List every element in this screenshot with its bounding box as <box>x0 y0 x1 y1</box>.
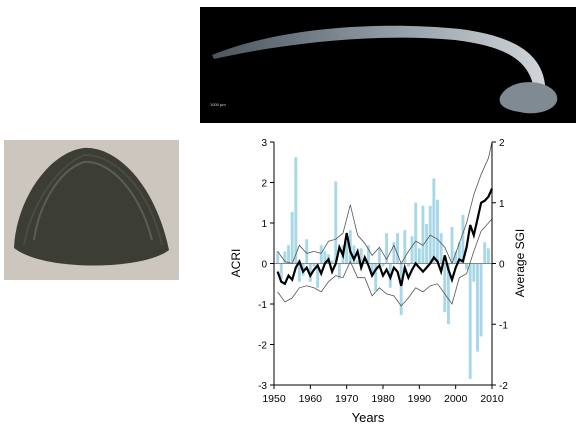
sgi-bar <box>410 236 414 264</box>
acri-mean-line <box>276 188 494 287</box>
sgi-bar <box>479 263 483 337</box>
sgi-bar <box>308 263 312 282</box>
y-right-tick-label: -2 <box>499 381 508 392</box>
sgi-bar <box>396 233 399 264</box>
sgi-bar <box>290 211 294 264</box>
shell-section-photo: 1000 µm <box>200 7 576 123</box>
sgi-bar <box>297 263 301 282</box>
sgi-bar <box>337 263 341 279</box>
sgi-bar <box>312 263 316 267</box>
y-left-tick-label: -1 <box>258 300 267 311</box>
sgi-bar <box>330 260 334 264</box>
acri-upper-line <box>277 141 493 265</box>
y-left-tick-label: 1 <box>261 219 267 230</box>
y-right-tick-label: 0 <box>499 260 505 271</box>
clam-shell-photo <box>4 140 179 280</box>
sgi-bar <box>436 199 439 264</box>
x-tick-label: 1960 <box>299 393 323 405</box>
sgi-bar <box>283 251 287 264</box>
sgi-bar <box>385 233 389 264</box>
acri-sgi-chart: -3 -2 -1 0 1 2 3 -2 -1 0 1 2 1950 1960 1970 1980 1990 200… <box>229 138 527 425</box>
sgi-bar <box>356 260 360 264</box>
x-tick-label: 1980 <box>371 393 395 405</box>
sgi-bar <box>414 202 418 264</box>
sgi-bar <box>316 263 320 288</box>
sgi-bar <box>392 242 396 264</box>
y-axis-left-label: ACRI <box>229 249 243 278</box>
y-right-tick-label: -1 <box>499 320 508 331</box>
sgi-bar <box>323 251 327 264</box>
sgi-bar <box>359 248 363 264</box>
x-tick-label: 2000 <box>444 393 468 405</box>
y-right-tick-label: 2 <box>499 138 505 149</box>
sgi-bar <box>367 245 370 264</box>
sgi-bar <box>446 263 450 325</box>
x-tick-label: 2010 <box>480 393 504 405</box>
clam-shell-image <box>4 140 179 280</box>
sgi-bar <box>334 181 338 264</box>
scale-bar-label: 1000 µm <box>210 102 226 107</box>
sgi-bar <box>465 263 469 270</box>
sgi-bar <box>432 178 436 264</box>
sgi-bar <box>403 230 407 264</box>
sgi-bar <box>425 224 429 264</box>
sgi-bar <box>476 263 479 352</box>
x-tick-label: 1970 <box>335 393 359 405</box>
sgi-bar <box>472 263 476 282</box>
x-tick-label: 1950 <box>262 393 286 405</box>
sgi-bar <box>287 245 290 264</box>
sgi-bar <box>377 248 381 264</box>
sgi-bar <box>279 263 283 279</box>
y-left-tick-label: 3 <box>261 138 267 149</box>
x-tick-label: 1990 <box>408 393 432 405</box>
shell-section-image <box>212 25 558 114</box>
plot-area: -3 -2 -1 0 1 2 3 -2 -1 0 1 2 1950 1960 1970 1980 1990 200… <box>258 138 508 405</box>
y-left-tick-label: 0 <box>261 260 267 271</box>
sgi-bar <box>399 263 403 316</box>
sgi-bar <box>276 251 280 264</box>
sgi-bar <box>461 214 465 264</box>
sgi-bar <box>486 248 490 264</box>
y-right-tick-label: 1 <box>499 199 505 210</box>
sgi-bar <box>417 248 421 264</box>
y-left-tick-label: 2 <box>261 179 267 190</box>
sgi-bar <box>468 263 472 379</box>
sgi-bar <box>443 263 447 313</box>
sgi-bar <box>305 239 309 264</box>
sgi-bar <box>345 242 349 264</box>
sgi-bar <box>294 157 298 264</box>
y-left-tick-label: -2 <box>258 341 267 352</box>
y-axis-right-label: Average SGI <box>513 229 527 297</box>
sgi-bar <box>483 242 487 264</box>
sgi-bar <box>363 260 367 264</box>
sgi-bar <box>319 245 323 264</box>
sgi-bar <box>428 205 432 264</box>
sgi-bar <box>450 227 454 264</box>
sgi-bar <box>374 263 378 291</box>
sgi-bar <box>406 263 410 267</box>
sgi-bar <box>421 205 425 264</box>
y-left-tick-label: -3 <box>258 381 267 392</box>
acri-lower-line <box>277 218 493 307</box>
sgi-bar <box>370 263 374 276</box>
sgi-bar <box>457 242 461 264</box>
sgi-bar <box>439 233 443 264</box>
sgi-bar <box>454 251 458 264</box>
sgi-bar <box>352 245 356 264</box>
sgi-bar <box>381 263 385 267</box>
x-axis-label: Years <box>352 410 385 425</box>
